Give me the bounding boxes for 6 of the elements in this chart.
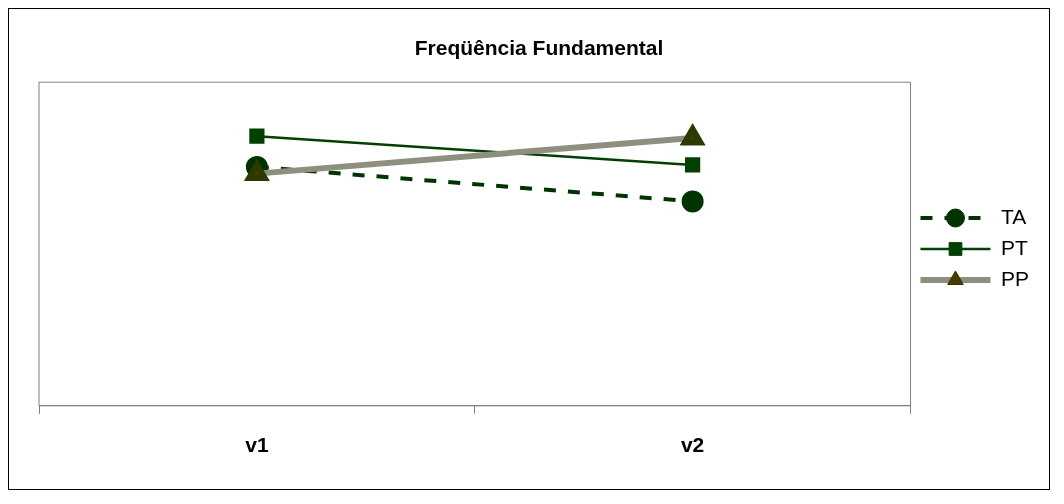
- legend-label: PP: [1000, 266, 1029, 290]
- legend-label: TA: [1000, 204, 1027, 228]
- x-tick-label: v2: [680, 433, 705, 457]
- chart-title: Freqüência Fundamental: [414, 36, 664, 60]
- legend-label: PT: [1000, 235, 1028, 259]
- x-tick-label: v1: [245, 433, 269, 457]
